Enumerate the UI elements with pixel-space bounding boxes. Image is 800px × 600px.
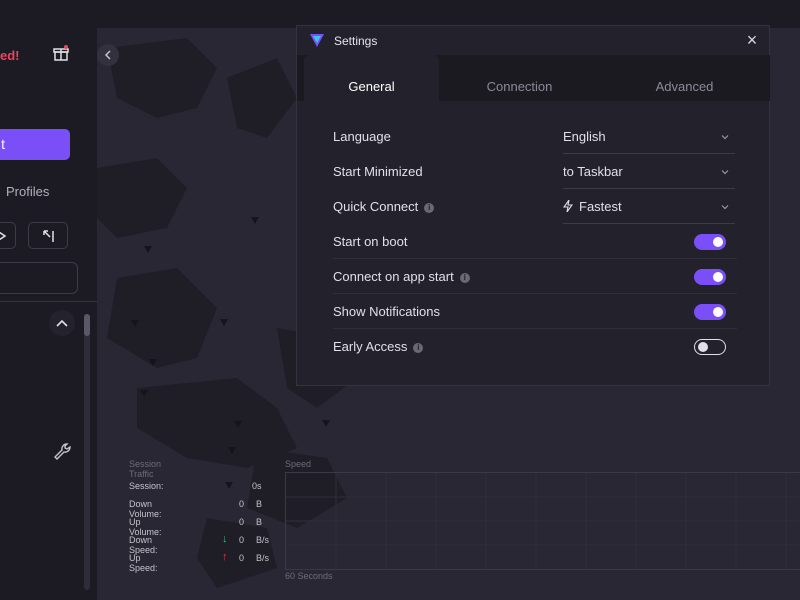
language-select[interactable]: English — [563, 120, 735, 154]
select-underline — [563, 153, 735, 154]
divider — [0, 301, 97, 302]
tab-advanced[interactable]: Advanced — [655, 79, 714, 94]
chevron-up-icon — [56, 319, 68, 327]
row-divider — [333, 328, 737, 329]
tab-general[interactable]: General — [304, 55, 439, 101]
start-on-boot-label: Start on boot — [333, 234, 408, 249]
down-volume-value: 0 — [239, 499, 245, 509]
down-volume-unit: B — [256, 499, 263, 509]
start-minimized-value: to Taskbar — [563, 164, 623, 179]
arrow-icon — [0, 231, 7, 241]
down-volume-label: Down Volume: — [129, 499, 162, 519]
up-volume-unit: B — [256, 517, 263, 527]
traffic-title: Session Traffic — [129, 459, 162, 479]
up-volume-value: 0 — [239, 517, 245, 527]
toggle-knob — [713, 307, 723, 317]
settings-dialog: Settings × General Connection Advanced L… — [296, 25, 770, 386]
show-notifications-toggle[interactable] — [694, 304, 726, 320]
speed-chart — [285, 472, 800, 570]
tab-connection[interactable]: Connection — [486, 79, 553, 94]
start-minimized-label: Start Minimized — [333, 164, 423, 179]
down-speed-value: 0 — [239, 535, 245, 545]
back-button[interactable] — [0, 222, 16, 249]
connection-status: ed! — [0, 48, 20, 63]
early-access-toggle[interactable] — [694, 339, 726, 355]
speed-chart-footer: 60 Seconds — [285, 571, 333, 581]
setting-row-connect-on-app-start: Connect on app start i — [333, 260, 737, 294]
dialog-title-bar: Settings × — [297, 26, 769, 55]
setting-row-early-access: Early Access i — [333, 330, 737, 364]
close-icon[interactable]: × — [746, 30, 758, 50]
connect-button[interactable]: t — [0, 129, 70, 160]
language-label: Language — [333, 129, 391, 144]
info-icon[interactable]: i — [413, 343, 424, 353]
settings-tabs: General Connection Advanced — [297, 55, 770, 101]
toggle-knob — [698, 341, 708, 352]
scrollbar-track[interactable] — [84, 314, 90, 590]
skip-button[interactable] — [28, 222, 68, 249]
down-speed-label: Down Speed: — [129, 535, 158, 555]
select-underline — [563, 188, 735, 189]
scrollbar-thumb[interactable] — [84, 314, 90, 336]
chevron-down-icon — [721, 205, 729, 210]
session-label: Session: — [129, 481, 164, 491]
up-speed-value: 0 — [239, 553, 245, 563]
search-input[interactable] — [0, 262, 78, 294]
setting-row-start-minimized: Start Minimized to Taskbar — [333, 155, 737, 189]
skip-icon — [43, 230, 54, 242]
wrench-icon[interactable] — [53, 442, 73, 462]
connect-on-app-start-text: Connect on app start — [333, 269, 454, 284]
app-logo-icon — [310, 34, 324, 47]
collapse-button[interactable] — [49, 310, 75, 336]
connect-on-app-start-toggle[interactable] — [694, 269, 726, 285]
chevron-down-icon — [721, 135, 729, 140]
language-value: English — [563, 129, 606, 144]
early-access-text: Early Access — [333, 339, 408, 354]
speed-chart-title: Speed — [285, 459, 312, 469]
quick-connect-value-wrap: Fastest — [562, 190, 622, 224]
window-title-bar — [0, 0, 800, 28]
session-value: 0s — [252, 481, 262, 491]
gift-icon[interactable] — [52, 44, 70, 62]
start-minimized-select[interactable]: to Taskbar — [563, 155, 735, 189]
start-on-boot-toggle[interactable] — [694, 234, 726, 250]
up-speed-label: Up Speed: — [129, 553, 158, 573]
setting-row-language: Language English — [333, 120, 737, 154]
toggle-knob — [713, 237, 723, 247]
down-arrow-icon: ↓ — [222, 533, 228, 545]
toggle-knob — [713, 272, 723, 282]
chevron-down-icon — [721, 170, 729, 175]
quick-connect-text: Quick Connect — [333, 199, 419, 214]
quick-connect-value: Fastest — [579, 199, 622, 214]
row-divider — [333, 258, 737, 259]
sidebar-toggle-button[interactable] — [97, 44, 119, 66]
quick-connect-label: Quick Connect i — [333, 190, 435, 224]
setting-row-start-on-boot: Start on boot — [333, 225, 737, 259]
select-underline — [563, 223, 735, 224]
setting-row-quick-connect: Quick Connect i Fastest — [333, 190, 737, 224]
lightning-icon — [562, 199, 574, 213]
connect-on-app-start-label: Connect on app start i — [333, 260, 470, 294]
quick-connect-select[interactable]: Fastest — [562, 190, 735, 224]
dialog-title: Settings — [334, 34, 378, 48]
early-access-label: Early Access i — [333, 330, 424, 364]
row-divider — [333, 293, 737, 294]
setting-row-show-notifications: Show Notifications — [333, 295, 737, 329]
sidebar: ed! t Profiles — [0, 28, 97, 600]
info-icon[interactable]: i — [424, 203, 435, 213]
tab-profiles[interactable]: Profiles — [6, 184, 50, 199]
chevron-left-icon — [104, 50, 111, 60]
down-speed-unit: B/s — [256, 535, 270, 545]
up-volume-label: Up Volume: — [129, 517, 162, 537]
info-icon[interactable]: i — [459, 273, 470, 283]
up-speed-unit: B/s — [256, 553, 270, 563]
show-notifications-label: Show Notifications — [333, 304, 440, 319]
up-arrow-icon: ↑ — [222, 551, 228, 563]
